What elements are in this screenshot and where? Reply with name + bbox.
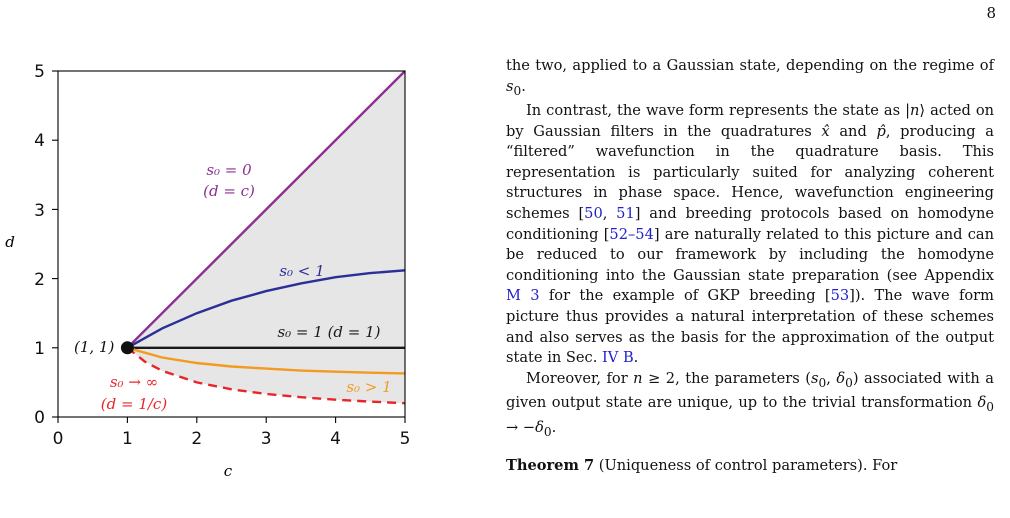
figure: 0 1 2 3 4 5 0 1 2 3 4 5 c d (1, 1) s₀ = … [0,0,470,518]
paragraph-3: Moreover, for n ≥ 2, the parameters (s0,… [506,369,994,439]
appendix-link[interactable]: M 3 [506,287,540,305]
curve-s0-zero [126,70,406,349]
curve-s0-gt1 [127,346,406,375]
y-tick-label: 4 [34,131,45,151]
y-tick-label: 5 [34,62,45,82]
y-tick-label: 3 [34,201,45,221]
curve-s0-lt1 [126,269,406,349]
page-number: 8 [986,4,996,22]
theorem-heading: Theorem 7 (Uniqueness of control paramet… [506,457,898,475]
x-axis-label: c [224,462,233,480]
x-tick-label: 1 [122,429,133,449]
y-tick-label: 2 [34,270,45,290]
x-tick-label: 5 [400,429,411,449]
annotation-s0-gt1: s₀ > 1 [346,378,391,396]
x-tick-label: 0 [53,429,64,449]
shaded-region [127,71,406,404]
y-axis-label: d [5,233,15,251]
x-tick-label: 2 [191,429,202,449]
text-column: the two, applied to a Gaussian state, de… [506,56,994,477]
annotation-s0-zero-sub: (d = c) [203,182,255,200]
citation-link[interactable]: 50 [584,205,603,223]
citation-link[interactable]: 53 [830,287,850,305]
y-ticks [52,70,58,418]
section-link[interactable]: IV B [602,349,634,367]
x-ticks [57,417,406,423]
annotation-s0-eq1: s₀ = 1 (d = 1) [277,323,380,341]
paragraph-2: In contrast, the wave form represents th… [506,102,995,367]
y-tick-label: 0 [34,408,45,428]
point-marker [120,341,134,355]
annotation-s0-inf: s₀ → ∞ [110,373,158,391]
curve-s0-inf [126,346,406,405]
citation-link[interactable]: 51 [616,205,635,223]
paragraph-1: the two, applied to a Gaussian state, de… [506,57,994,98]
plot-frame [57,70,406,418]
x-tick-label: 3 [261,429,272,449]
x-tick-label: 4 [330,429,341,449]
annotation-s0-zero: s₀ = 0 [206,161,252,179]
point-label: (1, 1) [74,338,114,356]
annotation-s0-inf-sub: (d = 1/c) [101,395,168,413]
citation-link[interactable]: 52–54 [609,225,654,243]
y-tick-label: 1 [34,339,45,359]
plot-svg: 0 1 2 3 4 5 0 1 2 3 4 5 c d (1, 1) s₀ = … [5,62,411,480]
annotation-s0-lt1: s₀ < 1 [279,262,324,280]
